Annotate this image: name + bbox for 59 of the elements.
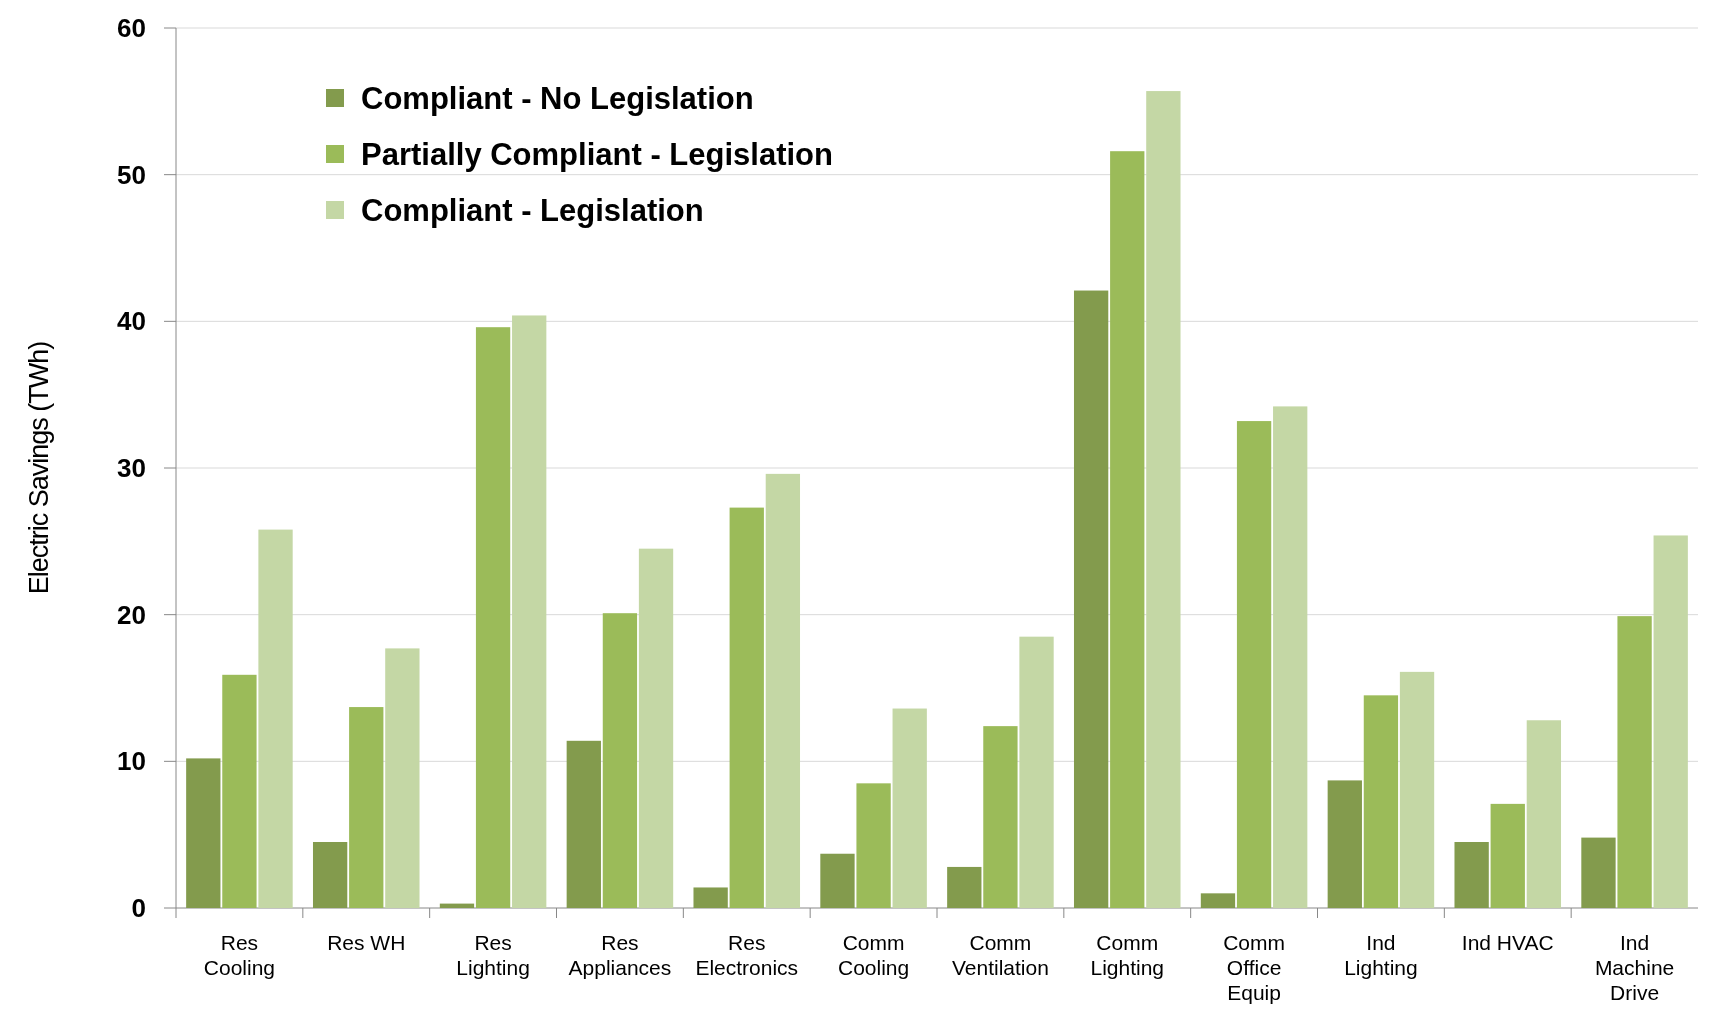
x-tick-label: Ind Lighting	[1344, 931, 1418, 979]
bar	[729, 507, 764, 908]
y-tick-label: 30	[117, 453, 146, 484]
bar	[983, 726, 1018, 908]
bar	[693, 887, 728, 908]
bar	[312, 842, 348, 908]
bar	[765, 473, 801, 908]
x-tick-label: Comm Lighting	[1090, 931, 1165, 979]
bar	[475, 327, 511, 908]
bar	[1454, 842, 1489, 908]
bar	[222, 674, 257, 908]
legend-label: Compliant - Legislation	[361, 192, 704, 228]
bar	[258, 529, 293, 908]
bar	[1581, 837, 1616, 908]
y-tick-label: 10	[117, 746, 146, 777]
x-tick-label: Res WH	[327, 931, 406, 954]
y-tick-label: 40	[117, 306, 146, 337]
x-tick-label: Ind Machine Drive	[1594, 931, 1675, 1004]
bar	[947, 866, 982, 908]
bar	[1653, 535, 1688, 908]
bar	[1110, 151, 1145, 908]
bar	[1236, 421, 1272, 908]
x-tick-label: Comm Ventilation	[951, 931, 1049, 979]
bar	[1273, 406, 1308, 908]
bar	[1617, 616, 1652, 908]
bar	[186, 758, 221, 908]
bar	[1363, 695, 1399, 908]
bar	[820, 853, 855, 908]
bar	[349, 707, 384, 908]
y-tick-label: 60	[117, 13, 146, 44]
x-tick-label: Res Lighting	[456, 931, 530, 979]
bar	[439, 903, 475, 908]
y-tick-label: 0	[131, 893, 146, 924]
x-tick-label: Comm Cooling	[837, 931, 910, 979]
bar	[892, 708, 927, 908]
bar	[1490, 803, 1525, 908]
y-axis-title: Electric Savings (TWh)	[24, 341, 54, 595]
bar	[512, 315, 547, 908]
legend-label: Compliant - No Legislation	[361, 80, 754, 116]
x-tick-label: Ind HVAC	[1461, 931, 1554, 954]
bar	[566, 740, 601, 908]
bar	[1526, 720, 1562, 908]
y-tick-label: 20	[117, 599, 146, 630]
x-tick-label: Res Appliances	[568, 931, 672, 979]
x-tick-label: Res Cooling	[203, 931, 276, 979]
x-tick-label: Comm Office Equip	[1223, 931, 1286, 1004]
bar	[1019, 636, 1054, 908]
y-tick-label: 50	[117, 159, 146, 190]
bar	[1146, 91, 1181, 908]
bar	[602, 613, 638, 908]
bar	[1327, 780, 1362, 908]
bar	[856, 783, 891, 908]
bar	[385, 648, 420, 908]
bar	[638, 548, 674, 908]
bar	[1073, 290, 1109, 908]
x-tick-label: Res Electronics	[695, 931, 799, 979]
legend-label: Partially Compliant - Legislation	[361, 136, 833, 172]
bar	[1399, 671, 1435, 908]
bar	[1200, 893, 1236, 908]
